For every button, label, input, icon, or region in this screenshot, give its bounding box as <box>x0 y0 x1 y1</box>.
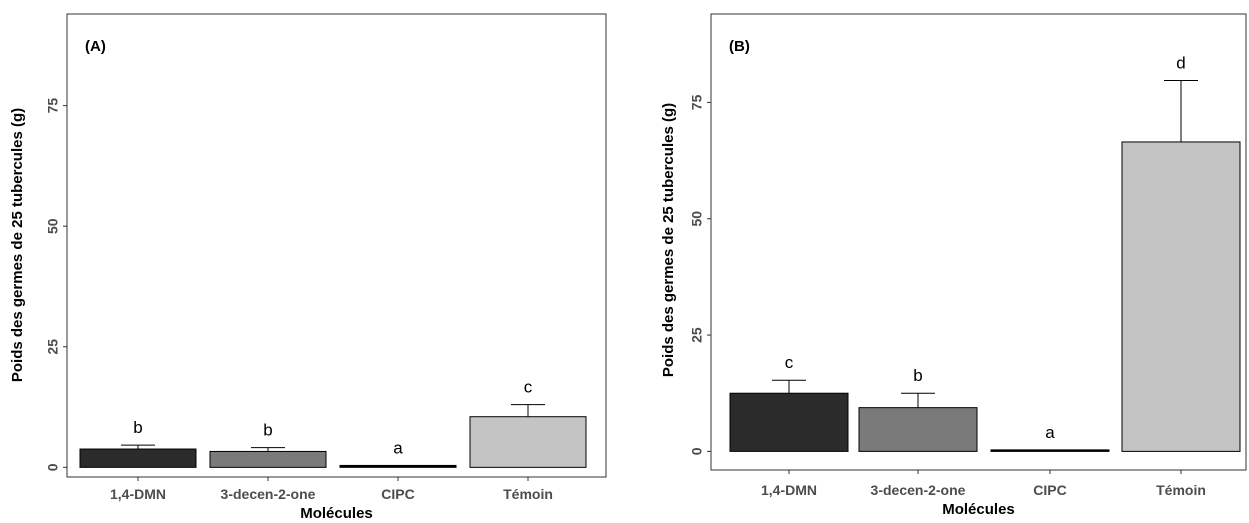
panel-label: (B) <box>729 38 750 55</box>
y-tick-label: 75 <box>45 98 61 114</box>
bar <box>339 464 457 468</box>
plot-frame <box>66 13 607 478</box>
y-tick-label: 75 <box>689 94 705 110</box>
bar <box>990 449 1110 452</box>
bar <box>79 448 197 468</box>
panel-label: (A) <box>85 38 106 55</box>
x-axis-title: Molécules <box>300 505 373 522</box>
panel-b: (B) 0 25 50 75 Poids des germes de 25 tubercu… <box>660 13 1247 518</box>
significance-letter: a <box>393 438 403 457</box>
significance-letter: c <box>524 378 533 397</box>
y-tick-label: 25 <box>689 327 705 343</box>
bar <box>209 450 327 468</box>
significance-letter: b <box>133 418 142 437</box>
significance-letter: b <box>263 421 272 440</box>
significance-letter: d <box>1176 54 1185 73</box>
y-tick-label: 0 <box>689 447 705 455</box>
plot-frame <box>710 13 1247 471</box>
x-axis-title: Molécules <box>942 501 1015 518</box>
x-tick-label: 1,4-DMN <box>761 482 817 498</box>
x-tick-label: 3-decen-2-one <box>221 486 316 502</box>
y-axis-title: Poids des germes de 25 tubercules (g) <box>9 108 26 382</box>
x-tick-label: 3-decen-2-one <box>871 482 966 498</box>
bar <box>469 416 587 468</box>
significance-letter: c <box>785 353 794 372</box>
y-tick-label: 50 <box>689 211 705 227</box>
bar <box>1121 141 1241 452</box>
bar <box>858 407 978 452</box>
y-axis-title: Poids des germes de 25 tubercules (g) <box>660 103 677 377</box>
y-tick-label: 50 <box>45 218 61 234</box>
x-tick-label: CIPC <box>381 486 414 502</box>
x-tick-label: CIPC <box>1033 482 1066 498</box>
panel-a: (A) 0 25 50 75 Poids des germes de 25 tubercu… <box>9 13 607 522</box>
y-tick-label: 0 <box>45 463 61 471</box>
significance-letter: b <box>913 366 922 385</box>
significance-letter: a <box>1045 423 1055 442</box>
bar <box>729 392 849 452</box>
x-tick-label: Témoin <box>503 486 553 502</box>
x-tick-label: 1,4-DMN <box>110 486 166 502</box>
y-tick-label: 25 <box>45 339 61 355</box>
x-tick-label: Témoin <box>1156 482 1206 498</box>
